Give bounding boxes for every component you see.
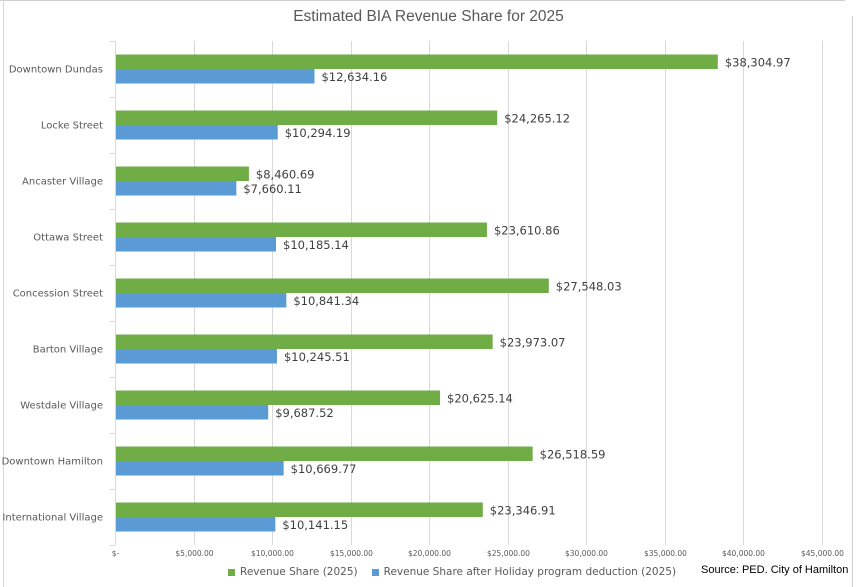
legend-label: Revenue Share after Holiday program dedu… [383,566,677,578]
category-label: Downtown Dundas [9,65,103,76]
bars [116,54,718,532]
category-label: International Village [2,513,103,524]
data-label: $10,669.77 [291,462,357,476]
x-tick-label: $35,000.00 [644,549,687,558]
chart-border-right [852,16,853,587]
bar-after-deduction [116,69,315,84]
data-labels: $38,304.97 $12,634.16 $24,265.12 $10,294.19… [243,55,790,532]
legend-item-revenue-share: Revenue Share (2025) [228,566,358,578]
bar-revenue-share [116,334,493,349]
category-label: Ottawa Street [33,233,103,244]
bar-revenue-share [116,446,533,461]
data-label: $12,634.16 [321,70,387,84]
bar-after-deduction [116,405,269,420]
x-tick-labels: $- $5,000.00 $10,000.00 $15,000.00 $20,000.0… [112,549,844,558]
bar-after-deduction [116,293,287,308]
data-label: $23,610.86 [494,223,560,237]
data-label: $8,460.69 [256,167,315,181]
data-label: $27,548.03 [556,279,622,293]
x-tick-label: $- [112,549,120,558]
x-tick-label: $15,000.00 [330,549,373,558]
data-label: $10,185.14 [283,238,349,252]
x-tick-label: $25,000.00 [487,549,530,558]
category-label: Concession Street [13,289,103,300]
x-tick-label: $20,000.00 [408,549,451,558]
category-labels: Downtown Dundas Locke Street Ancaster Vill… [2,65,103,524]
data-label: $26,518.59 [540,447,606,461]
legend-item-after-deduction: Revenue Share after Holiday program dedu… [371,566,677,578]
chart-border-left [3,0,4,587]
bar-after-deduction [116,237,277,252]
legend-swatch-green [228,568,235,576]
legend: Revenue Share (2025) Revenue Share after… [228,566,676,578]
x-tick-label: $5,000.00 [175,549,213,558]
category-label: Locke Street [41,121,103,132]
bar-after-deduction [116,125,278,140]
data-label: $10,141.15 [282,518,348,532]
bar-revenue-share [116,222,487,237]
category-label: Ancaster Village [22,177,103,188]
category-label: Westdale Village [20,401,103,412]
bar-revenue-share [116,502,483,517]
data-label: $23,973.07 [500,335,566,349]
bar-revenue-share [116,110,498,125]
bar-after-deduction [116,181,237,196]
chart-title: Estimated BIA Revenue Share for 2025 [293,8,564,25]
bar-revenue-share [116,278,549,293]
data-label: $20,625.14 [447,391,513,405]
bar-after-deduction [116,461,284,476]
legend-label: Revenue Share (2025) [240,566,358,578]
legend-swatch-blue [371,568,379,576]
data-label: $24,265.12 [504,111,570,125]
x-tick-label: $10,000.00 [251,549,294,558]
source-note: Source: PED. City of Hamilton [701,564,849,576]
data-label: $10,841.34 [293,294,359,308]
data-label: $9,687.52 [275,406,334,420]
x-tick-label: $30,000.00 [565,549,608,558]
x-tick-label: $40,000.00 [722,549,765,558]
x-tick-label: $45,000.00 [801,549,844,558]
category-label: Barton Village [33,345,103,356]
bar-revenue-share [116,54,718,69]
bar-after-deduction [116,349,277,364]
data-label: $7,660.11 [243,182,302,196]
data-label: $38,304.97 [725,55,791,69]
data-label: $10,245.51 [284,350,350,364]
bar-after-deduction [116,517,276,532]
category-axis [110,41,116,546]
bar-revenue-share [116,166,249,181]
chart-border-top [0,0,845,1]
bar-revenue-share [116,390,441,405]
data-label: $23,346.91 [490,503,556,517]
data-label: $10,294.19 [285,126,351,140]
category-label: Downtown Hamilton [2,457,103,468]
